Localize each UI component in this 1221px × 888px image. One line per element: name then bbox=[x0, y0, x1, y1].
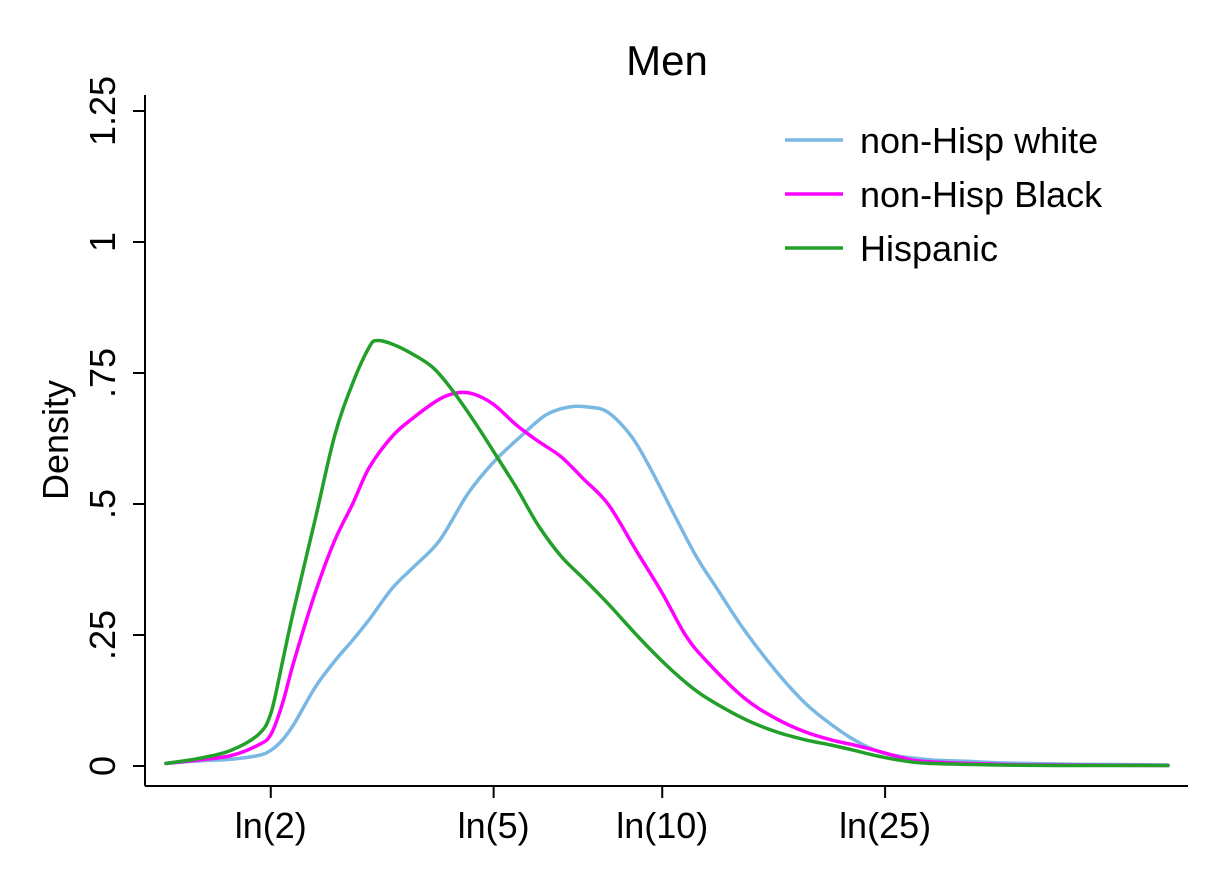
y-tick-label: 0 bbox=[82, 756, 123, 776]
legend-label: Hispanic bbox=[860, 228, 998, 269]
legend-label: non-Hisp Black bbox=[860, 174, 1103, 215]
x-tick-label: ln(5) bbox=[458, 805, 530, 846]
x-ticks: ln(2) ln(5) ln(10) ln(25) bbox=[235, 786, 931, 846]
y-axis-label: Density bbox=[35, 380, 76, 500]
axes bbox=[144, 95, 1188, 787]
legend: non-Hisp white non-Hisp Black Hispanic bbox=[785, 120, 1103, 269]
y-tick-label: .75 bbox=[82, 348, 123, 398]
series-line-non-hisp-black bbox=[164, 390, 1170, 768]
series-line-hispanic bbox=[164, 338, 1170, 768]
y-tick-label: .5 bbox=[82, 489, 123, 519]
y-tick-label: 1.25 bbox=[82, 76, 123, 146]
y-tick-label: 1 bbox=[82, 232, 123, 252]
legend-label: non-Hisp white bbox=[860, 120, 1098, 161]
x-tick-label: ln(2) bbox=[235, 805, 307, 846]
y-ticks: 0 .25 .5 .75 1 1.25 bbox=[82, 76, 145, 776]
series-lines bbox=[164, 338, 1170, 768]
y-tick-label: .25 bbox=[82, 610, 123, 660]
x-tick-label: ln(25) bbox=[839, 805, 931, 846]
chart-title: Men bbox=[626, 37, 708, 84]
x-tick-label: ln(10) bbox=[616, 805, 708, 846]
